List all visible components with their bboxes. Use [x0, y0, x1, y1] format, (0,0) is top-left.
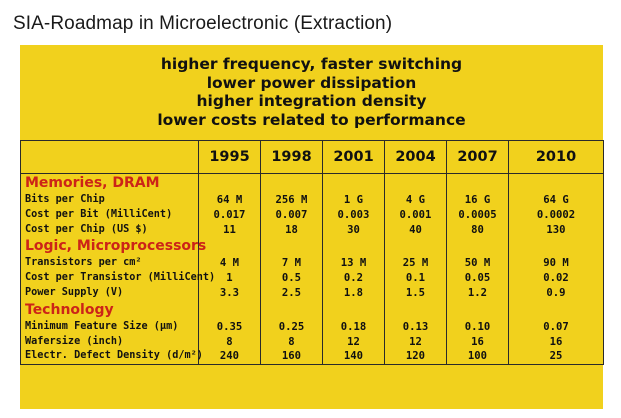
label-column: Memories, DRAM Bits per Chip Cost per Bi… [20, 172, 216, 366]
table-cell: 40 [409, 223, 422, 236]
row-label: Electr. Defect Density (d/m²) [25, 350, 203, 362]
table-cell: 18 [285, 223, 298, 236]
table-cell: 0.0005 [458, 208, 497, 221]
year-column: 16 G 0.0005 80 50 M 0.05 1.2 0.10 16 100 [446, 172, 509, 366]
row-label: Wafersize (inch) [25, 335, 124, 347]
goal-line: higher frequency, faster switching [160, 55, 463, 73]
header-corner [20, 140, 199, 174]
table-cell: 0.10 [464, 320, 491, 333]
year-header: 2004 [384, 140, 447, 174]
table-cell: 0.2 [343, 272, 364, 285]
table-cell: 16 G [464, 194, 491, 206]
table-cell: 0.1 [405, 272, 426, 285]
table-cell: 240 [219, 350, 240, 363]
table-cell: 0.18 [340, 320, 367, 333]
table-cell: 0.5 [281, 272, 302, 285]
table-cell: 1 G [343, 194, 364, 206]
table-cell: 256 M [275, 194, 308, 206]
year-header: 2007 [446, 140, 509, 174]
table-cell: 8 [288, 335, 295, 348]
table-cell: 25 M [402, 257, 429, 270]
table-cell: 0.35 [216, 320, 243, 333]
goals-list: higher frequency, faster switching lower… [20, 55, 603, 129]
year-header: 2001 [322, 140, 385, 174]
row-label: Transistors per cm² [25, 257, 142, 269]
table-cell: 120 [405, 350, 426, 363]
goal-line: higher integration density [196, 92, 427, 111]
table-cell: 50 M [464, 257, 491, 270]
table-cell: 1.2 [467, 286, 488, 299]
year-header: 1995 [198, 140, 261, 174]
table-cell: 0.003 [337, 208, 370, 221]
table-cell: 90 M [543, 257, 569, 270]
table-cell: 4 G [405, 194, 426, 206]
table-cell: 1 [226, 272, 233, 285]
year-header: 2010 [508, 140, 604, 174]
row-label: Cost per Chip (US $) [25, 223, 148, 235]
goal-line: lower costs related to performance [157, 110, 466, 129]
table-cell: 0.25 [278, 320, 305, 333]
table-cell: 80 [471, 223, 484, 236]
page-title: SIA-Roadmap in Microelectronic (Extracti… [13, 13, 393, 34]
table-cell: 30 [347, 223, 360, 236]
row-label: Minimum Feature Size (µm) [25, 320, 179, 332]
table-cell: 2.5 [281, 286, 302, 299]
table-cell: 4 M [219, 257, 240, 270]
row-label: Cost per Transistor (MilliCent) [25, 272, 216, 284]
table-cell: 16 [471, 335, 484, 348]
row-label: Cost per Bit (MilliCent) [25, 208, 173, 220]
table-cell: 8 [226, 335, 233, 348]
table-cell: 0.007 [275, 208, 308, 221]
table-cell: 140 [343, 350, 364, 363]
table-body-row: Memories, DRAM Bits per Chip Cost per Bi… [20, 172, 604, 366]
table-cell: 11 [223, 223, 236, 236]
table-cell: 12 [409, 335, 422, 348]
year-column: 4 G 0.001 40 25 M 0.1 1.5 0.13 12 120 [384, 172, 447, 366]
table-cell: 0.017 [213, 208, 246, 221]
year-header-row: 1995 1998 2001 2004 2007 2010 [20, 140, 604, 174]
table-cell: 0.02 [543, 272, 569, 285]
year-column: 256 M 0.007 18 7 M 0.5 2.5 0.25 8 160 [260, 172, 323, 366]
table-cell: 160 [281, 350, 302, 363]
roadmap-panel: higher frequency, faster switching lower… [20, 45, 604, 409]
table-cell: 0.0002 [536, 208, 576, 221]
table-cell: 0.001 [399, 208, 432, 221]
table-cell: 100 [467, 350, 488, 363]
section-heading-logic: Logic, Microprocessors [25, 238, 207, 255]
table-cell: 1.5 [405, 286, 426, 299]
table-cell: 64 M [216, 194, 243, 206]
table-cell: 7 M [281, 257, 302, 270]
table-cell: 12 [347, 335, 360, 348]
year-column: 1 G 0.003 30 13 M 0.2 1.8 0.18 12 140 [322, 172, 385, 366]
section-heading-memories: Memories, DRAM [25, 175, 160, 191]
table-cell: 1.8 [343, 286, 364, 299]
row-label: Power Supply (V) [25, 286, 124, 298]
table-cell: 13 M [340, 257, 367, 270]
row-label: Bits per Chip [25, 194, 105, 205]
year-column: 64 G 0.0002 130 90 M 0.02 0.9 0.07 16 25 [508, 172, 604, 366]
table-cell: 0.9 [546, 286, 566, 299]
table-cell: 0.05 [464, 272, 491, 285]
table-cell: 3.3 [219, 286, 240, 299]
year-column: 64 M 0.017 11 4 M 1 3.3 0.35 8 240 [198, 172, 261, 366]
table-cell: 25 [549, 350, 563, 363]
table-cell: 0.13 [402, 320, 429, 333]
goal-line: lower power dissipation [206, 73, 417, 92]
table-cell: 130 [546, 223, 566, 236]
table-cell: 0.07 [543, 320, 569, 333]
table-cell: 16 [549, 335, 563, 348]
table-cell: 64 G [543, 194, 569, 206]
year-header: 1998 [260, 140, 323, 174]
roadmap-table: 1995 1998 2001 2004 2007 2010 Memories, … [20, 140, 604, 366]
section-heading-technology: Technology [25, 301, 114, 318]
